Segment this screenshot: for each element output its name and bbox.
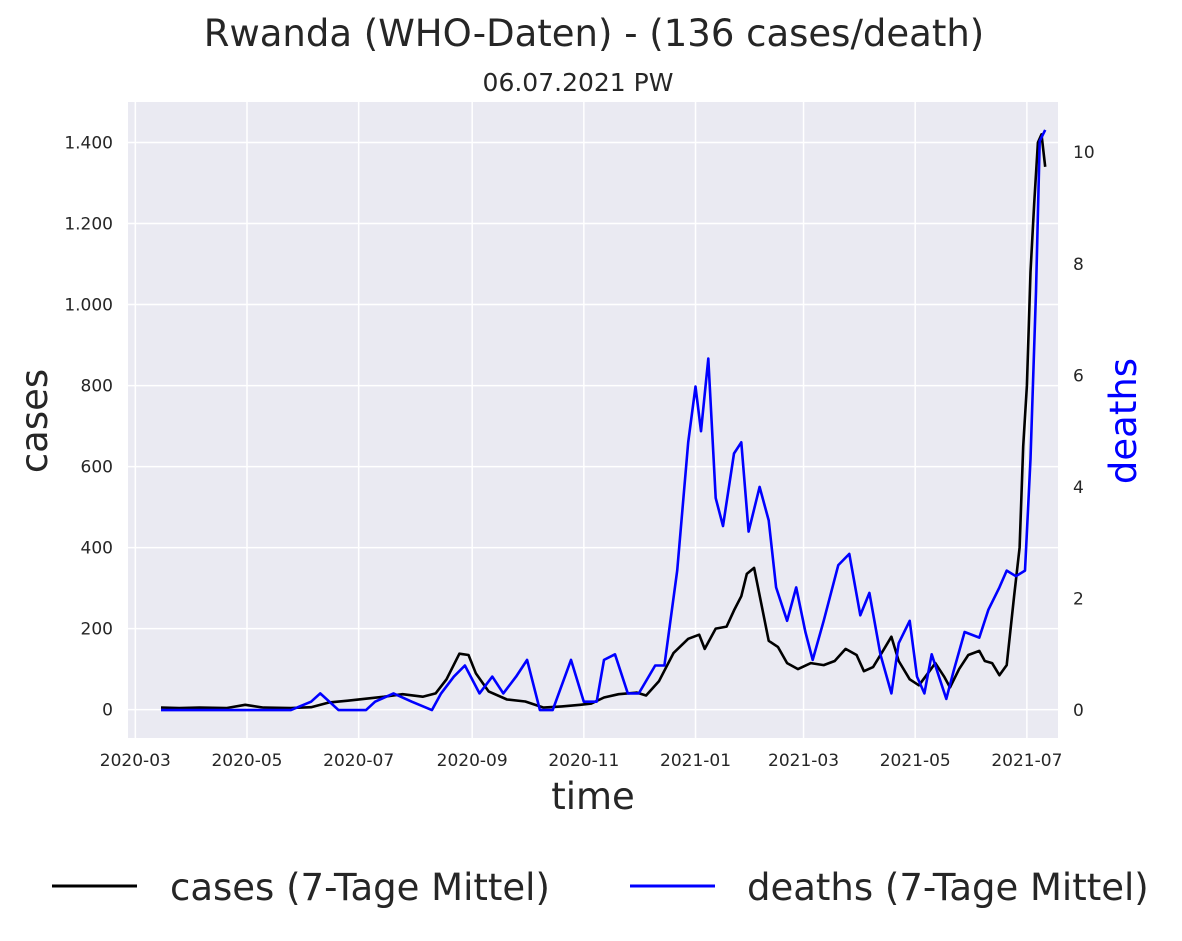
y-right-tick-label-4: 8 — [1073, 255, 1084, 275]
legend: cases (7-Tage Mittel) deaths (7-Tage Mit… — [52, 866, 1149, 909]
y-axis-right-ticks: 0 2 4 6 8 10 — [1073, 143, 1095, 721]
y-right-tick-label-3: 6 — [1073, 366, 1084, 386]
y-tick-label-6: 1.200 — [64, 215, 113, 235]
x-tick-label-7: 2021-05 — [880, 751, 951, 771]
y-right-tick-label-5: 10 — [1073, 143, 1095, 163]
y-axis-label-right: deaths — [1102, 358, 1145, 484]
y-right-tick-label-0: 0 — [1073, 701, 1084, 721]
series-line-cases — [160, 133, 1047, 710]
plot-area — [128, 102, 1058, 738]
x-tick-label-3: 2020-09 — [437, 751, 508, 771]
plot-background — [128, 102, 1058, 738]
y-tick-label-7: 1.400 — [64, 134, 113, 154]
y-axis-label-left: cases — [13, 369, 56, 473]
x-tick-label-8: 2021-07 — [991, 751, 1062, 771]
x-tick-label-1: 2020-05 — [211, 751, 282, 771]
y-tick-label-0: 0 — [102, 701, 113, 721]
x-tick-label-6: 2021-03 — [768, 751, 839, 771]
y-axis-left-ticks: 0 200 400 600 800 1.000 1.200 1.400 — [64, 134, 113, 721]
chart-subtitle: 06.07.2021 PW — [483, 68, 674, 97]
x-tick-label-0: 2020-03 — [100, 751, 171, 771]
series-line-deaths — [161, 129, 1047, 712]
chart-title: Rwanda (WHO-Daten) - (136 cases/death) — [204, 12, 985, 55]
y-tick-label-3: 600 — [81, 458, 113, 478]
x-tick-label-5: 2021-01 — [660, 751, 731, 771]
y-tick-label-4: 800 — [81, 377, 113, 397]
y-tick-label-5: 1.000 — [64, 296, 113, 316]
legend-label-deaths: deaths (7-Tage Mittel) — [747, 866, 1149, 909]
x-axis-ticks: 2020-03 2020-05 2020-07 2020-09 2020-11 2021-… — [100, 751, 1063, 771]
x-tick-label-2: 2020-07 — [323, 751, 394, 771]
y-right-tick-label-2: 4 — [1073, 478, 1084, 498]
legend-label-cases: cases (7-Tage Mittel) — [170, 866, 550, 909]
y-tick-label-2: 400 — [81, 539, 113, 559]
x-tick-label-4: 2020-11 — [548, 751, 619, 771]
y-right-tick-label-1: 2 — [1073, 590, 1084, 610]
grid — [128, 102, 1058, 738]
series-group — [160, 129, 1047, 712]
x-axis-label: time — [551, 775, 635, 818]
y-tick-label-1: 200 — [81, 620, 113, 640]
